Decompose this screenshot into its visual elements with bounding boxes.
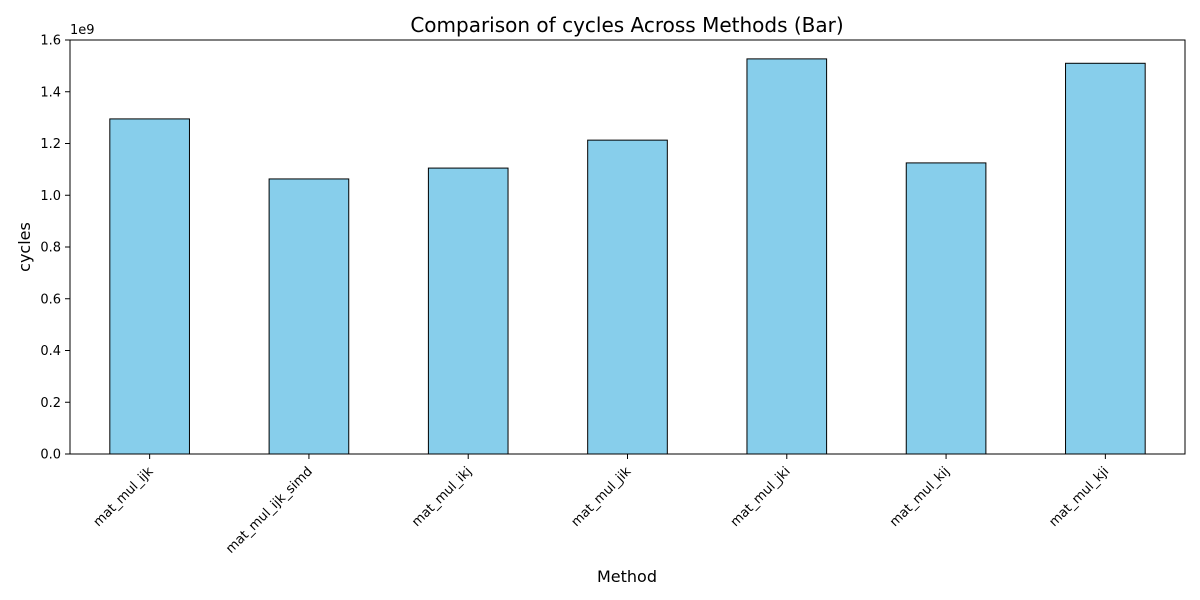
y-tick-label: 0.4 [40, 344, 61, 359]
bar-mat_mul_ijk_simd [268, 178, 350, 455]
x-tick-label: mat_mul_jki [728, 464, 794, 530]
bar-mat_mul_jki [746, 58, 828, 455]
y-tick-label: 1.2 [40, 137, 61, 152]
x-axis-ticks: mat_mul_ijk mat_mul_ijk_simd mat_mul_ikj ma… [91, 454, 1112, 557]
y-tick-label: 0.2 [40, 396, 61, 411]
y-tick-label: 0.8 [40, 241, 61, 256]
bar-mat_mul_ijk [109, 118, 190, 455]
bar-mat_mul_jik [587, 139, 668, 455]
y-tick-label: 0.6 [40, 292, 61, 307]
x-tick-label: mat_mul_kij [887, 464, 953, 530]
y-axis-label: cycles [15, 222, 34, 272]
bar-mat_mul_ikj [427, 167, 509, 455]
bars-group [109, 58, 1146, 455]
y-tick-label: 1.0 [40, 189, 61, 204]
x-tick-label: mat_mul_ijk [91, 464, 157, 530]
y-tick-label: 0.0 [40, 448, 61, 463]
y-axis-scale-label: 1e9 [70, 23, 95, 38]
y-tick-label: 1.6 [40, 34, 61, 49]
bar-mat_mul_kij [905, 162, 987, 455]
chart-title: Comparison of cycles Across Methods (Bar… [410, 13, 843, 37]
bar-mat_mul_kji [1065, 62, 1146, 455]
x-tick-label: mat_mul_kji [1046, 464, 1112, 530]
plot-area-frame [69, 39, 1186, 455]
x-tick-label: mat_mul_ijk_simd [223, 464, 315, 556]
y-tick-label: 1.4 [40, 85, 61, 100]
x-tick-label: mat_mul_jik [569, 464, 635, 530]
x-tick-label: mat_mul_ikj [409, 464, 475, 530]
y-axis-ticks: 0.0 0.2 0.4 0.6 0.8 1.0 1.2 1.4 1.6 [40, 34, 70, 463]
x-axis-label: Method [597, 567, 657, 586]
